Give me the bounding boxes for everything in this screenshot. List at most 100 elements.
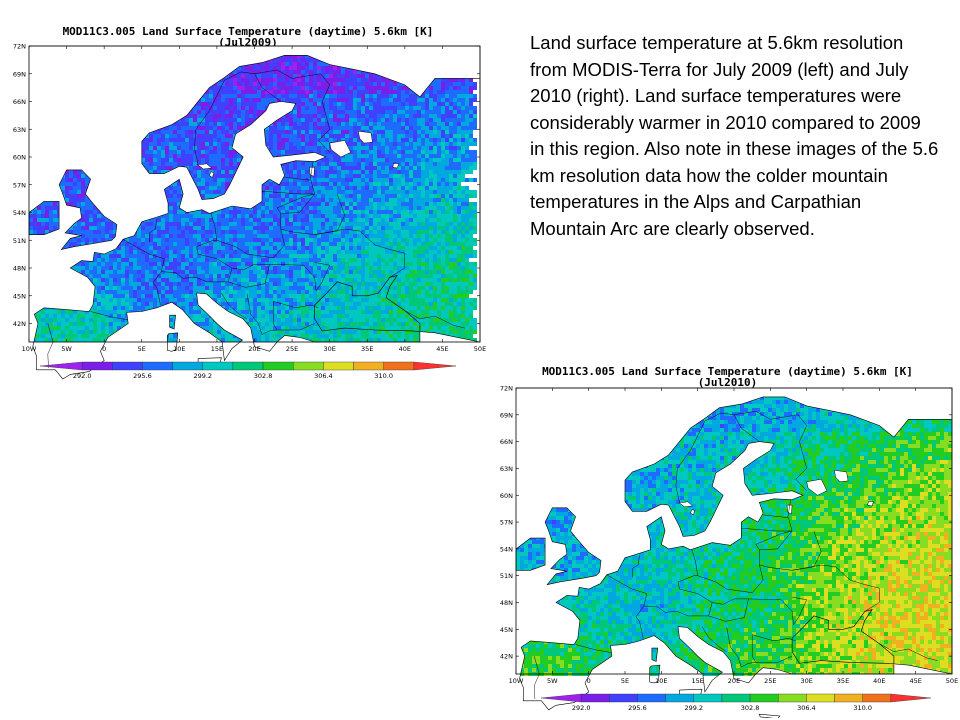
colorbar-swatch (834, 693, 863, 703)
lat-label: 45N (13, 292, 26, 300)
lake (806, 478, 828, 496)
map-title: MOD11C3.005 Land Surface Temperature (da… (542, 365, 913, 378)
coastline (515, 537, 546, 571)
lon-label: 20E (248, 345, 260, 353)
lon-label: 0 (102, 345, 106, 353)
colorbar-swatch (383, 361, 415, 371)
colorbar-swatch (353, 361, 384, 371)
country-border (748, 598, 794, 625)
colorbar-swatch (806, 693, 835, 703)
country-border (733, 410, 798, 420)
country-border (691, 549, 698, 576)
country-border (221, 292, 248, 320)
lat-label: 72N (13, 43, 26, 51)
colorbar-label: 292.0 (572, 704, 591, 712)
lake (867, 501, 874, 507)
colorbar-swatch (172, 361, 203, 371)
coastline (169, 314, 176, 330)
map-period: (Jul2010) (697, 376, 758, 389)
colorbar-label: 306.4 (797, 704, 816, 712)
lon-label: 35E (361, 345, 373, 353)
lat-label: 42N (500, 653, 513, 661)
colorbar-swatch (202, 361, 234, 371)
country-border (228, 264, 270, 288)
colorbar-label: 310.0 (374, 372, 393, 380)
colorbar-label: 306.4 (314, 372, 333, 380)
lat-label: 48N (500, 599, 513, 607)
country-border (284, 161, 314, 181)
country-border (755, 530, 793, 545)
temperature-field (516, 388, 952, 676)
country-border (606, 574, 648, 639)
lon-label: 25E (764, 677, 776, 685)
country-border (254, 73, 281, 102)
lon-label: 35E (837, 677, 849, 685)
lon-label: 45E (436, 345, 448, 353)
lake (786, 504, 793, 515)
lat-label: 66N (13, 98, 26, 106)
lon-label: 30E (323, 345, 335, 353)
colorbar-swatch (112, 361, 143, 371)
colorbar-swatch (721, 693, 751, 703)
lon-label: 15E (211, 345, 223, 353)
lat-label: 51N (500, 572, 513, 580)
lon-label: 10E (173, 345, 185, 353)
country-border (575, 644, 612, 653)
country-border (795, 414, 807, 491)
lat-label: 42N (13, 320, 26, 328)
lat-label: 45N (500, 626, 513, 634)
lon-label: 10W (509, 677, 524, 685)
lon-label: 50E (946, 677, 958, 685)
lat-label: 66N (500, 438, 513, 446)
colorbar-swatch (637, 693, 666, 703)
coastline (544, 507, 602, 586)
colorbar-swatch (693, 693, 723, 703)
country-border (708, 598, 749, 622)
country-border (763, 499, 791, 518)
lon-label: 25E (286, 345, 298, 353)
country-border (161, 271, 208, 283)
colorbar-swatch (665, 693, 694, 703)
colorbar-swatch (890, 693, 932, 703)
lake (196, 163, 213, 170)
country-border (792, 564, 880, 612)
country-border (122, 239, 165, 306)
country-border (632, 555, 640, 578)
coastline (167, 332, 179, 352)
colorbar-label: 299.2 (193, 372, 212, 380)
lat-label: 60N (13, 154, 26, 162)
colorbar-swatch (293, 361, 324, 371)
country-border (643, 605, 689, 617)
country-border (759, 517, 793, 551)
colorbar-label: 310.0 (853, 704, 872, 712)
country-border (194, 71, 255, 165)
lon-label: 15E (691, 677, 703, 685)
lst-map-jul2010: MOD11C3.005 Land Surface Temperature (da… (495, 362, 960, 718)
lat-label: 57N (500, 519, 513, 527)
colorbar-swatch (232, 361, 264, 371)
colorbar-label: 295.6 (628, 704, 647, 712)
lat-label: 54N (13, 209, 26, 217)
coastline (758, 713, 781, 718)
lat-label: 63N (500, 465, 513, 473)
country-border (697, 575, 753, 593)
map-title: MOD11C3.005 Land Surface Temperature (da… (62, 25, 434, 38)
map-canvas: 72N 69N 66N 63N 60N 57N 54N 51N 48N 45N 42N 10W 5W 0 5… (500, 385, 958, 718)
country-border (277, 193, 315, 209)
lon-label: 5E (138, 345, 146, 353)
country-border (196, 240, 217, 255)
country-border (261, 190, 315, 195)
lake (357, 130, 373, 144)
colorbar-label: 302.8 (254, 372, 273, 380)
lon-label: 40E (399, 345, 411, 353)
lat-label: 51N (13, 237, 26, 245)
lake (678, 501, 694, 508)
country-border (792, 596, 808, 625)
colorbar-label: 302.8 (741, 704, 760, 712)
colorbar-swatch (749, 693, 779, 703)
country-border (752, 634, 796, 642)
country-border (47, 323, 54, 368)
colorbar: 292.0 295.6 299.2 302.8 306.4 310.0 (39, 361, 457, 380)
lat-label: 57N (13, 181, 26, 189)
colorbar-swatch (609, 693, 638, 703)
